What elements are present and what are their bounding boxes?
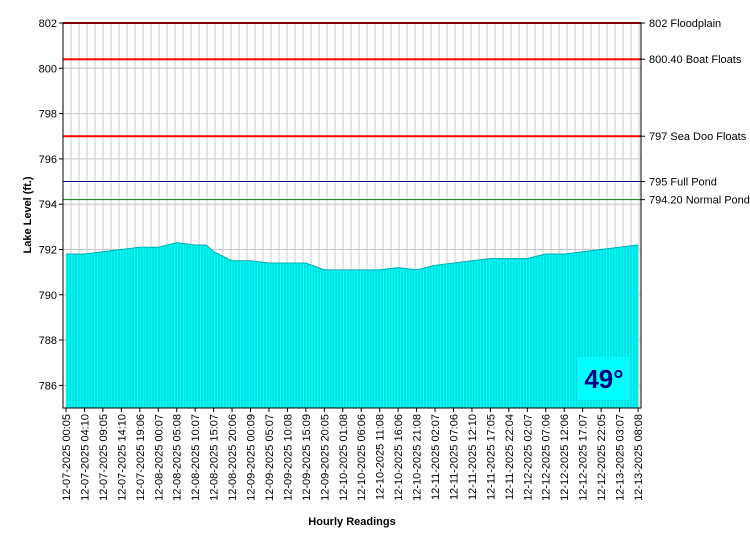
y-tick-label: 798 xyxy=(39,109,57,121)
x-tick-label: 12-10-2025 11:08 xyxy=(375,414,387,500)
x-tick-label: 12-12-2025 22:05 xyxy=(596,414,608,501)
reference-label: 795 Full Pond xyxy=(649,177,717,189)
y-axis-title: Lake Level (ft.) xyxy=(22,176,34,253)
plot-frame xyxy=(62,22,642,409)
x-tick-label: 12-11-2025 12:10 xyxy=(467,414,479,500)
lake-level-area xyxy=(65,242,639,408)
x-tick-label: 12-08-2025 05:08 xyxy=(172,414,184,501)
reference-label: 797 Sea Doo Floats xyxy=(649,131,747,143)
x-tick-label: 12-08-2025 10:07 xyxy=(190,414,202,501)
x-tick-label: 12-12-2025 02:07 xyxy=(522,414,534,501)
y-tick-label: 796 xyxy=(39,154,57,166)
lake-level-line xyxy=(66,242,639,271)
reference-lines xyxy=(63,22,645,201)
x-tick-label: 12-11-2025 07:06 xyxy=(448,414,460,500)
y-tick-label: 788 xyxy=(39,335,57,347)
x-tick-label: 12-07-2025 00:05 xyxy=(61,414,73,501)
x-tick-label: 12-13-2025 08:08 xyxy=(633,414,645,501)
x-tick-label: 12-09-2025 20:05 xyxy=(319,414,331,501)
y-tick-labels: 786 788 790 792 794 796 798 800 802 xyxy=(39,18,63,392)
x-tick-label: 12-09-2025 10:08 xyxy=(282,414,294,501)
x-tick-label: 12-09-2025 15:09 xyxy=(301,414,313,501)
x-tick-label: 12-09-2025 05:07 xyxy=(264,414,276,501)
x-tick-label: 12-08-2025 00:07 xyxy=(153,414,165,501)
x-axis-title: Hourly Readings xyxy=(308,516,395,528)
x-tick-label: 12-12-2025 12:06 xyxy=(559,414,571,501)
reference-labels: 802 Floodplain 800.40 Boat Floats 797 Sea … xyxy=(649,18,750,207)
x-tick-label: 12-07-2025 04:10 xyxy=(79,414,91,501)
x-tick-label: 12-09-2025 00:09 xyxy=(246,414,258,501)
x-tick-labels: 12-07-2025 00:05 12-07-2025 04:10 12-07-20… xyxy=(61,408,645,501)
x-tick-label: 12-10-2025 16:06 xyxy=(393,414,405,501)
axes xyxy=(62,22,642,409)
x-tick-label: 12-10-2025 21:08 xyxy=(412,414,424,501)
x-tick-label: 12-12-2025 17:07 xyxy=(578,414,590,501)
y-tick-label: 792 xyxy=(39,244,57,256)
x-tick-label: 12-08-2025 20:06 xyxy=(227,414,239,501)
x-tick-label: 12-07-2025 14:10 xyxy=(116,414,128,501)
x-tick-label: 12-07-2025 19:06 xyxy=(135,414,147,501)
y-tick-label: 786 xyxy=(39,380,57,392)
x-tick-label: 12-11-2025 02:07 xyxy=(430,414,442,500)
x-tick-label: 12-11-2025 22:04 xyxy=(504,414,516,500)
x-tick-label: 12-08-2025 15:07 xyxy=(209,414,221,501)
reference-label: 794.20 Normal Pond xyxy=(649,195,750,207)
x-tick-label: 12-13-2025 03:07 xyxy=(615,414,627,501)
temperature-value: 49° xyxy=(584,364,623,394)
x-tick-label: 12-10-2025 01:08 xyxy=(338,414,350,501)
reference-label: 800.40 Boat Floats xyxy=(649,54,742,66)
y-tick-label: 802 xyxy=(39,18,57,30)
x-tick-label: 12-07-2025 09:05 xyxy=(98,414,110,501)
x-tick-label: 12-12-2025 07:06 xyxy=(541,414,553,501)
reference-label: 802 Floodplain xyxy=(649,18,721,30)
x-tick-label: 12-11-2025 17:05 xyxy=(485,414,497,500)
x-tick-label: 12-10-2025 06:06 xyxy=(356,414,368,501)
temperature-badge xyxy=(578,357,630,400)
y-tick-label: 800 xyxy=(39,63,57,75)
y-tick-label: 790 xyxy=(39,290,57,302)
y-tick-label: 794 xyxy=(39,199,57,211)
